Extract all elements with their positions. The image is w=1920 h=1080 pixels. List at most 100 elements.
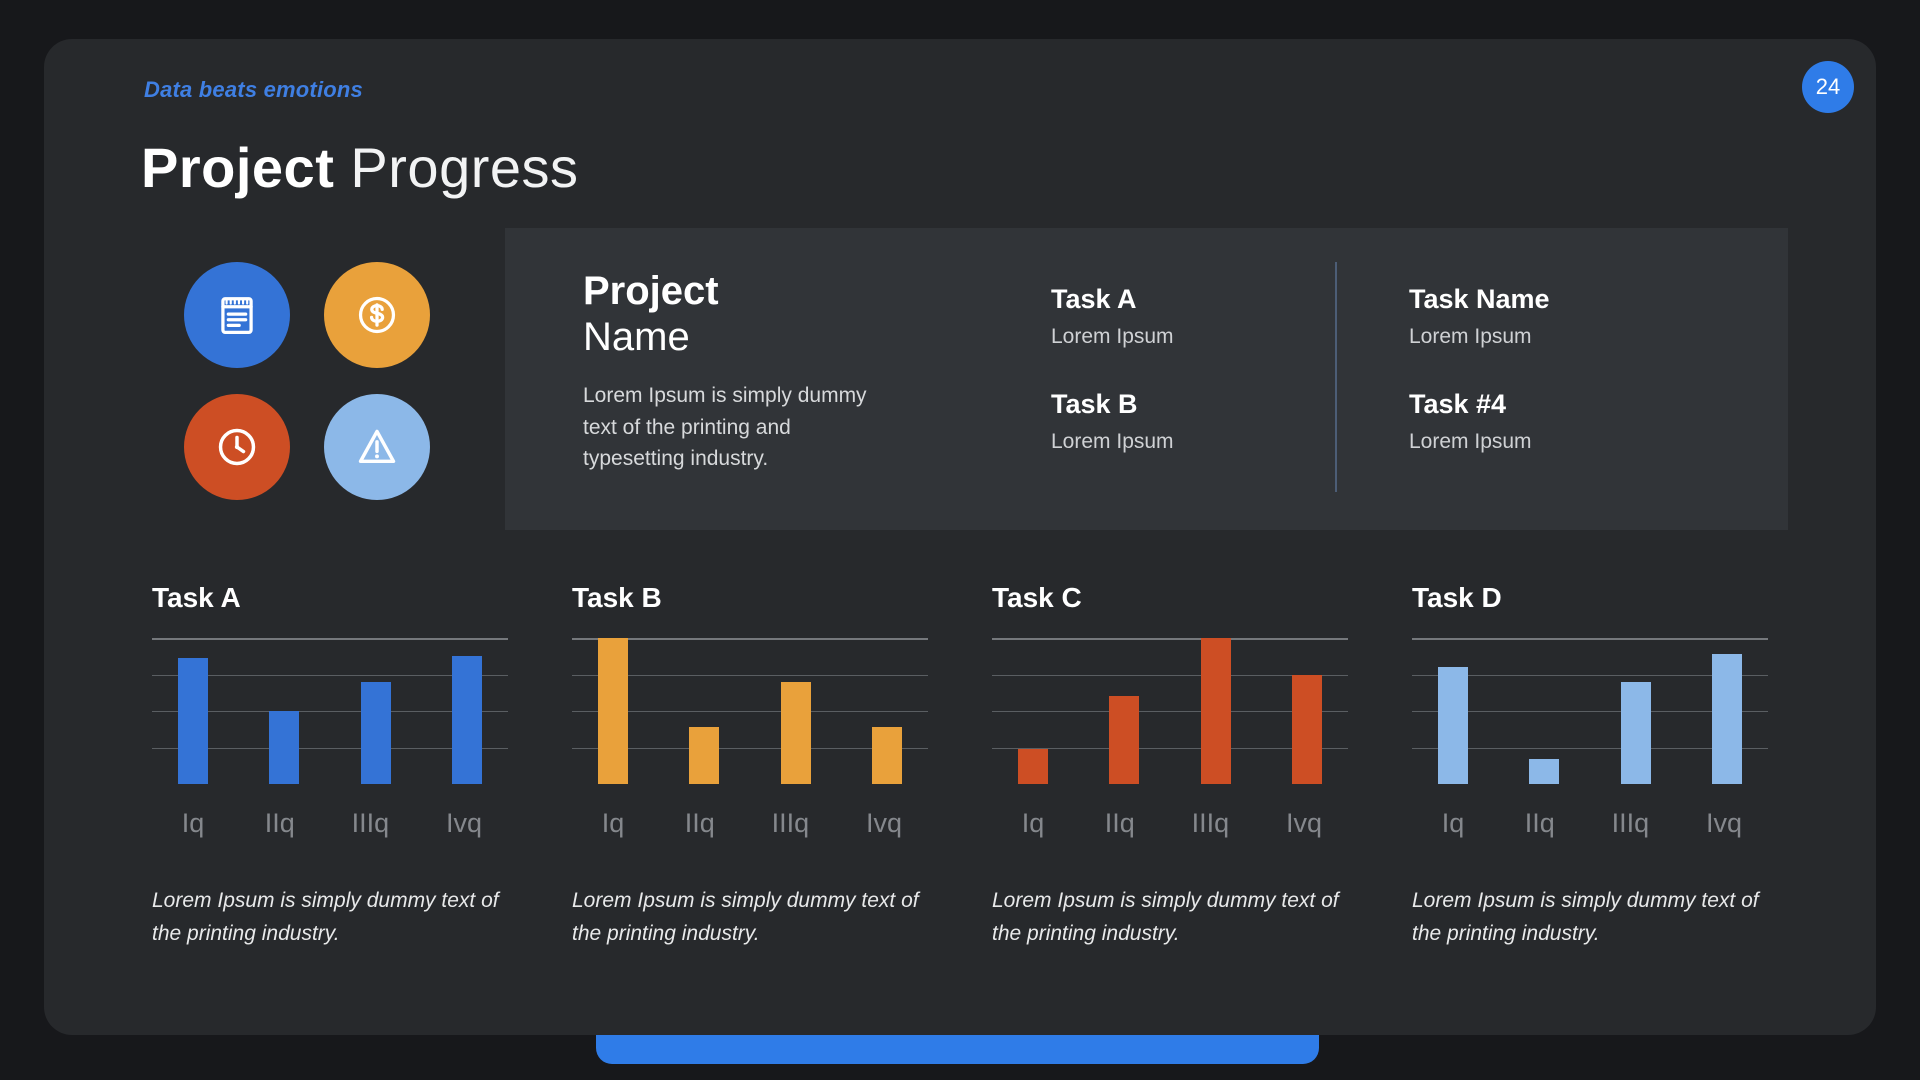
chart-bars — [992, 638, 1348, 784]
panel-heading: Project Name — [583, 268, 913, 360]
chart-gridline — [152, 674, 508, 676]
chart-caption: Lorem Ipsum is simply dummy text of the … — [1412, 889, 1759, 945]
chart-gridline — [1412, 711, 1768, 712]
panel-heading-light: Name — [583, 315, 690, 359]
chart-gridline — [1412, 674, 1768, 676]
panel-main: Project Name Lorem Ipsum is simply dummy… — [583, 268, 913, 475]
chart-x-label: Iq — [181, 808, 205, 838]
chart-title: Task C — [992, 582, 1082, 613]
chart-bars — [1412, 638, 1768, 784]
chart-x-label: IIIq — [1191, 808, 1230, 838]
chart-plot — [1412, 638, 1768, 784]
chart-bar — [1438, 667, 1468, 784]
chart-caption: Lorem Ipsum is simply dummy text of the … — [152, 889, 499, 945]
chart-x-label: IIq — [1104, 808, 1135, 838]
chart-plot — [992, 638, 1348, 784]
task-row: Task #4 Lorem Ipsum — [1409, 389, 1550, 454]
chart-x-label: Ivq — [1285, 808, 1322, 838]
charts-row: Task A Iq IIq IIIq Ivq Lorem Ipsum is simpl… — [152, 582, 1768, 950]
chart-bars — [572, 638, 928, 784]
clock-icon — [184, 394, 290, 500]
chart-x-labels: Iq IIq IIIq Ivq — [1412, 808, 1768, 839]
chart-bar — [1291, 674, 1322, 784]
chart-bar — [1711, 654, 1742, 784]
task-label: Task #4 — [1409, 389, 1507, 419]
page-title-bold: Project — [141, 136, 335, 199]
task-row: Task Name Lorem Ipsum — [1409, 284, 1550, 349]
chart-bar — [178, 658, 208, 784]
chart-gridline — [572, 674, 928, 676]
panel-description: Lorem Ipsum is simply dummy text of the … — [583, 384, 867, 470]
panel-heading-bold: Project — [583, 269, 719, 313]
chart-gridline — [152, 747, 508, 749]
chart-gridline — [992, 747, 1348, 749]
dollar-icon — [324, 262, 430, 368]
task-column-right: Task Name Lorem Ipsum Task #4 Lorem Ipsu… — [1409, 268, 1550, 494]
chart-task-b: Task B Iq IIq IIIq Ivq Lorem Ipsum is simpl… — [572, 582, 928, 950]
chart-bar — [360, 681, 391, 784]
chart-x-label: Ivq — [865, 808, 902, 838]
chart-x-label: IIIq — [1611, 808, 1650, 838]
chart-gridline — [992, 638, 1348, 640]
chart-x-label: IIq — [684, 808, 715, 838]
chart-gridline — [992, 711, 1348, 712]
chart-gridline — [152, 638, 508, 640]
chart-task-a: Task A Iq IIq IIIq Ivq Lorem Ipsum is simpl… — [152, 582, 508, 950]
chart-bar — [598, 638, 628, 784]
task-column-left: Task A Lorem Ipsum Task B Lorem Ipsum — [1051, 268, 1289, 494]
chart-x-labels: Iq IIq IIIq Ivq — [152, 808, 508, 839]
task-label: Task A — [1051, 284, 1137, 314]
chart-x-label: Iq — [1441, 808, 1465, 838]
chart-bar — [871, 727, 902, 784]
info-panel: Project Name Lorem Ipsum is simply dummy… — [505, 228, 1788, 530]
chart-x-label: Iq — [1021, 808, 1045, 838]
task-row: Task A Lorem Ipsum — [1051, 284, 1289, 349]
chart-x-label: IIq — [264, 808, 295, 838]
chart-bar — [780, 681, 811, 784]
chart-task-d: Task D Iq IIq IIIq Ivq Lorem Ipsum is simpl… — [1412, 582, 1768, 950]
chart-x-label: Ivq — [445, 808, 482, 838]
task-label: Task B — [1051, 389, 1138, 419]
task-value: Lorem Ipsum — [1051, 325, 1174, 348]
chart-title: Task A — [152, 582, 241, 613]
chart-gridline — [572, 711, 928, 712]
page-number: 24 — [1815, 74, 1841, 99]
slide: Data beats emotions 24 Project Progress — [44, 39, 1876, 1035]
chart-bar — [689, 727, 720, 784]
kicker-text: Data beats emotions — [144, 77, 363, 102]
chart-bar — [1200, 638, 1231, 784]
task-value: Lorem Ipsum — [1409, 325, 1532, 348]
chart-x-label: IIq — [1524, 808, 1555, 838]
notes-icon — [184, 262, 290, 368]
chart-plot — [572, 638, 928, 784]
page-number-badge: 24 — [1802, 61, 1854, 113]
chart-title: Task B — [572, 582, 662, 613]
chart-bar — [1109, 696, 1140, 784]
task-value: Lorem Ipsum — [1409, 430, 1532, 453]
chart-bar — [1018, 748, 1048, 784]
chart-gridline — [1412, 747, 1768, 749]
chart-x-label: Ivq — [1705, 808, 1742, 838]
panel-divider — [1335, 262, 1337, 492]
icon-grid — [184, 262, 430, 500]
chart-x-labels: Iq IIq IIIq Ivq — [572, 808, 928, 839]
chart-bar — [451, 655, 482, 784]
warning-icon — [324, 394, 430, 500]
chart-gridline — [152, 711, 508, 712]
chart-x-label: IIIq — [771, 808, 810, 838]
hero-row: Project Name Lorem Ipsum is simply dummy… — [184, 228, 1788, 530]
task-row: Task B Lorem Ipsum — [1051, 389, 1289, 454]
chart-gridline — [1412, 638, 1768, 640]
chart-x-label: IIIq — [351, 808, 390, 838]
chart-plot — [152, 638, 508, 784]
task-value: Lorem Ipsum — [1051, 430, 1174, 453]
chart-title: Task D — [1412, 582, 1502, 613]
task-label: Task Name — [1409, 284, 1550, 314]
chart-caption: Lorem Ipsum is simply dummy text of the … — [572, 889, 919, 945]
page-title: Project Progress — [141, 135, 1876, 200]
chart-gridline — [992, 674, 1348, 676]
chart-bars — [152, 638, 508, 784]
page-title-light: Progress — [334, 136, 579, 199]
chart-x-label: Iq — [601, 808, 625, 838]
chart-bar — [1529, 759, 1560, 784]
